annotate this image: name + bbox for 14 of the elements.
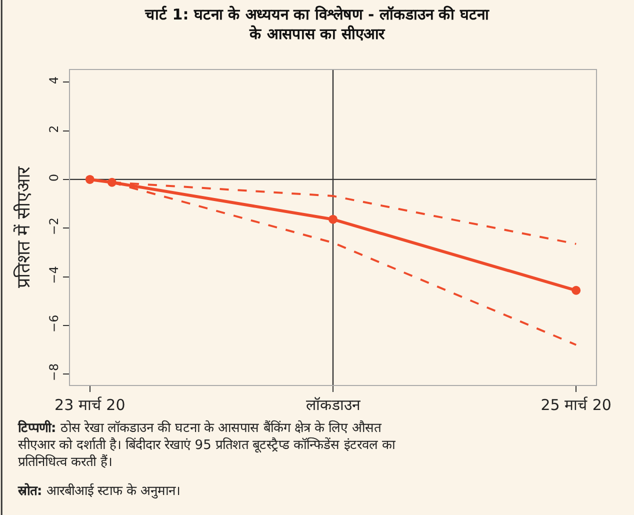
y-tick-label: −6 xyxy=(47,314,62,332)
chart-title: चार्ट 1: घटना के अध्ययन का विश्लेषण - लॉकडाउन की घटना के आसपास का सीएआर xyxy=(144,6,490,44)
y-tick-label: 4 xyxy=(47,76,62,84)
x-tick-label: 23 मार्च 20 xyxy=(54,396,126,414)
y-tick-label: 2 xyxy=(47,125,62,133)
x-tick-label: 25 मार्च 20 xyxy=(540,396,612,414)
y-tick-label: −4 xyxy=(47,266,62,284)
text: स्रोत: आरबीआई स्टाफ के अनुमान। xyxy=(17,483,181,499)
x-tick-label: लॉकडाउन xyxy=(306,396,361,414)
y-tick-label: 0 xyxy=(47,174,62,182)
y-tick-label: −2 xyxy=(47,217,62,236)
y-tick-label: −8 xyxy=(47,363,62,382)
y-axis-title: प्रतिशत में सीएआर xyxy=(12,166,34,288)
text: टिप्पणी: ठोस रेखा लॉकडाउन की घटना के आसपास बैंकिंग क्षेत्र के लिए औसत सीएआर को दर्शाती है। बिंदीदार रेखाएं 95 प्रतिशत बूटस्ट्रैप्ड कॉन्फिडेंस इंटरवल का प्रतिनिधित्व करती हैं। xyxy=(17,420,396,470)
